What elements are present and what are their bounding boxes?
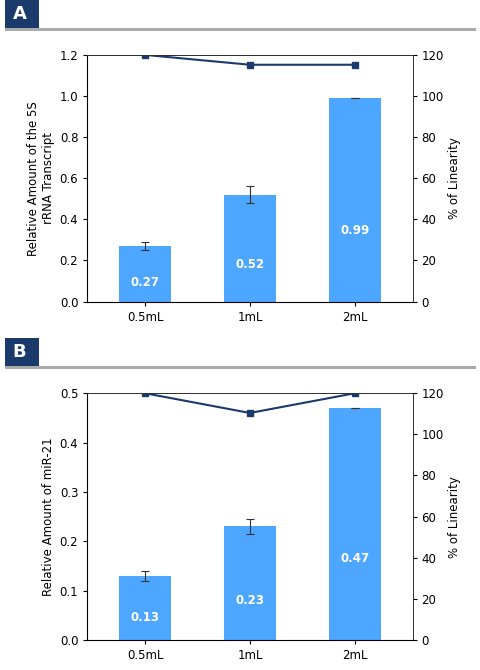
Y-axis label: Relative Amount of miR-21: Relative Amount of miR-21 xyxy=(42,438,55,596)
Bar xyxy=(328,98,380,302)
Text: B: B xyxy=(12,344,26,361)
Bar xyxy=(328,408,380,640)
Bar xyxy=(119,246,171,302)
Text: 0.13: 0.13 xyxy=(130,611,159,624)
Text: 96: 96 xyxy=(0,669,1,670)
Text: 0.52: 0.52 xyxy=(235,258,264,271)
Y-axis label: Relative Amount of the 5S
rRNA Transcript: Relative Amount of the 5S rRNA Transcrip… xyxy=(27,101,55,255)
Text: 100: 100 xyxy=(0,669,1,670)
Text: A: A xyxy=(12,5,26,23)
Bar xyxy=(223,195,276,302)
Y-axis label: % of Linearity: % of Linearity xyxy=(447,476,460,557)
Text: 96: 96 xyxy=(0,669,1,670)
Text: 0.23: 0.23 xyxy=(235,594,264,607)
Bar xyxy=(119,576,171,640)
Y-axis label: % of Linearity: % of Linearity xyxy=(447,137,460,219)
Text: 100: 100 xyxy=(0,669,1,670)
Text: 0.27: 0.27 xyxy=(130,275,159,289)
Text: 92: 92 xyxy=(0,669,1,670)
Text: 0.99: 0.99 xyxy=(339,224,369,237)
Text: 100: 100 xyxy=(0,669,1,670)
Text: 0.47: 0.47 xyxy=(339,552,369,565)
Bar xyxy=(223,527,276,640)
